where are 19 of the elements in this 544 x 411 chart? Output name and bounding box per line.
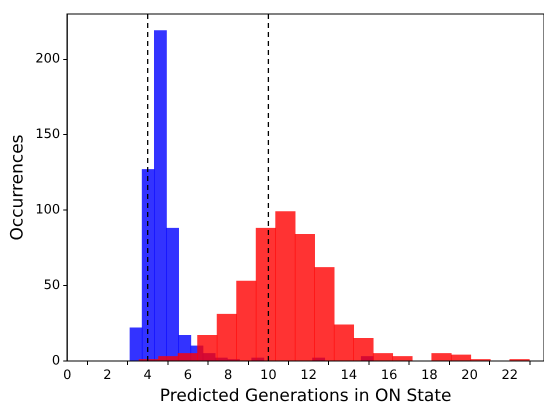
- x-tick-label: 14: [340, 368, 358, 384]
- x-tick-label: 0: [63, 368, 72, 384]
- x-tick-label: 2: [103, 368, 112, 384]
- y-tick-label: 0: [52, 353, 60, 368]
- x-tick-label: 16: [380, 368, 398, 384]
- x-axis-title: Predicted Generations in ON State: [160, 386, 452, 406]
- y-axis-title: Occurrences: [8, 134, 28, 241]
- y-tick-label: 100: [35, 202, 60, 218]
- x-tick-label: 10: [260, 368, 277, 384]
- x-tick-label: 4: [144, 368, 152, 384]
- x-tick-label: 8: [224, 368, 232, 384]
- x-tick-label: 20: [461, 368, 478, 384]
- x-tick-label: 6: [184, 368, 192, 384]
- x-tick-label: 12: [300, 368, 317, 384]
- y-tick-label: 150: [35, 127, 60, 142]
- y-tick-label: 50: [44, 278, 60, 293]
- y-tick-label: 200: [35, 52, 60, 67]
- x-tick-label: 22: [502, 368, 518, 384]
- x-tick-label: 18: [421, 368, 438, 384]
